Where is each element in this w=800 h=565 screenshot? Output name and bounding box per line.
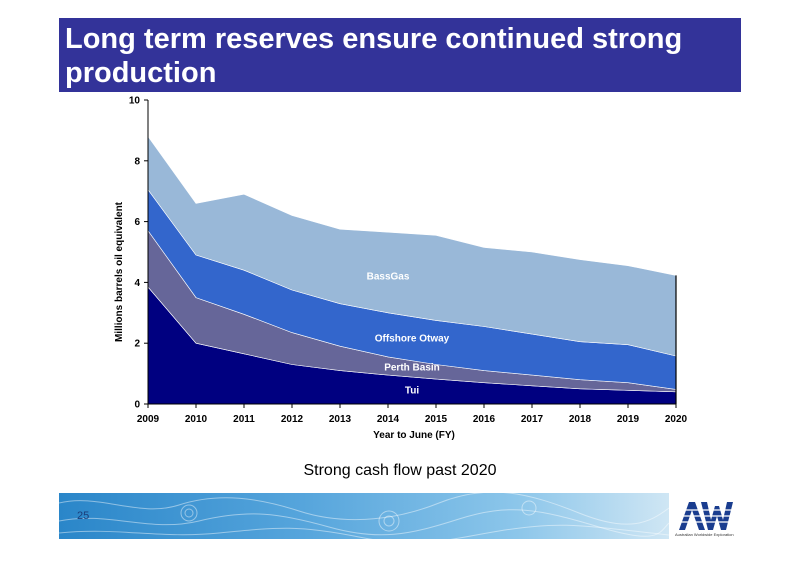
title-bar: Long term reserves ensure continued stro… <box>59 18 741 92</box>
area-chart: 0 2 4 6 8 10 2009 2010 2011 2012 2013 2014 2015 2016 2… <box>114 96 688 442</box>
series-label-tui: Tui <box>405 385 419 396</box>
series-label-offshore-otway: Offshore Otway <box>375 334 450 345</box>
x-tick-label: 2017 <box>521 414 544 425</box>
x-tick-label: 2019 <box>617 414 640 425</box>
x-tick-label: 2010 <box>185 414 208 425</box>
x-tick-label: 2013 <box>329 414 352 425</box>
x-tick-label: 2012 <box>281 414 304 425</box>
y-tick-label: 8 <box>134 156 140 167</box>
page-number: 25 <box>77 510 90 522</box>
y-tick-label: 2 <box>134 339 140 350</box>
y-tick-label: 4 <box>134 278 140 289</box>
logo-caption: Australian Worldwide Exploration <box>675 532 734 537</box>
awe-logo-mark <box>677 502 735 530</box>
x-tick-label: 2020 <box>665 414 688 425</box>
footer-caption: Strong cash flow past 2020 <box>303 462 497 479</box>
slide-title: Long term reserves ensure continued stro… <box>65 23 683 89</box>
y-axis-title: Millions barrels oil equivalent <box>114 201 125 342</box>
awe-logo: Australian Worldwide Exploration <box>675 496 737 540</box>
y-tick-label: 0 <box>134 400 140 411</box>
x-tick-label: 2011 <box>233 414 255 425</box>
y-tick-label: 10 <box>129 96 141 107</box>
x-tick-label: 2016 <box>473 414 496 425</box>
x-tick-label: 2014 <box>377 414 400 425</box>
series-label-bassgas: BassGas <box>367 271 410 282</box>
x-tick-label: 2015 <box>425 414 448 425</box>
contour-pattern <box>59 493 669 539</box>
series-label-perth-basin: Perth Basin <box>384 363 440 374</box>
x-tick-label: 2009 <box>137 414 160 425</box>
y-tick-label: 6 <box>134 217 140 228</box>
footer-band: 25 <box>59 493 669 539</box>
x-axis-title: Year to June (FY) <box>373 430 455 441</box>
x-tick-label: 2018 <box>569 414 592 425</box>
